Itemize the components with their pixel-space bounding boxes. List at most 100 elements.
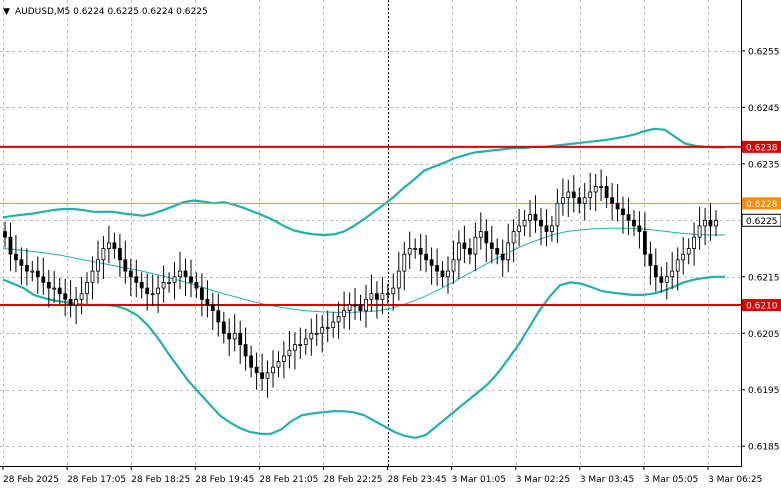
candle-body — [30, 270, 35, 273]
level-price-tag-0 — [742, 140, 781, 153]
candle-body — [517, 225, 521, 232]
candle-body — [210, 304, 215, 311]
candle-body — [19, 259, 24, 266]
candle-body — [52, 287, 57, 290]
candle-body — [555, 202, 560, 227]
candle-body — [653, 265, 658, 278]
candle-body — [593, 185, 598, 193]
price-scale[interactable]: 0.6238 0.6228 0.6210 0.6255 0.6245 0.6235 0.62… — [741, 47, 781, 453]
candle-body — [473, 236, 478, 255]
candle-body — [35, 270, 40, 278]
candle-body — [85, 281, 89, 295]
candle-body — [353, 304, 357, 307]
y-tick-label-0: 0.6255 — [748, 47, 780, 57]
candle-body — [314, 332, 319, 335]
candle-body — [79, 293, 84, 300]
candle-body — [232, 332, 237, 340]
candle-body — [74, 298, 78, 306]
candle-body — [260, 372, 265, 379]
x-tick-label-9: 3 Mar 03:45 — [580, 475, 634, 485]
candle-body — [435, 265, 440, 272]
candle-body — [643, 231, 647, 255]
candle-body — [243, 344, 248, 357]
y-tick-label-4: 0.6215 — [748, 273, 780, 283]
candle-body — [697, 225, 702, 238]
candle-body — [364, 298, 368, 312]
x-tick-label-0: 28 Feb 2025 — [3, 475, 59, 485]
time-scale[interactable]: 28 Feb 2025 28 Feb 17:05 28 Feb 18:25 28 Fe… — [2, 466, 762, 485]
y-tick-label-1: 0.6245 — [748, 104, 780, 114]
candle-body — [227, 332, 232, 340]
level-price-label-1: 0.6228 — [746, 200, 778, 210]
candle-body — [221, 321, 226, 334]
x-tick-label-2: 28 Feb 18:25 — [131, 475, 190, 485]
bollinger-middle-line — [2, 227, 725, 313]
candle-body — [418, 248, 423, 255]
candle-body — [615, 202, 620, 210]
candle-body — [659, 276, 664, 283]
candle-body — [13, 253, 18, 261]
candle-body — [380, 293, 385, 300]
candle-body — [599, 185, 603, 188]
candle-body — [8, 236, 13, 255]
candle-body — [670, 270, 675, 278]
level-price-label-0: 0.6238 — [746, 143, 778, 153]
candle-body — [90, 270, 95, 283]
candle-body — [112, 242, 117, 249]
y-tick-label-6: 0.6195 — [748, 386, 780, 396]
candle-body — [265, 372, 270, 379]
candle-body — [358, 304, 363, 311]
candle-body — [298, 344, 303, 347]
candle-body — [714, 219, 718, 227]
candle-body — [511, 231, 516, 244]
candle-body — [561, 197, 565, 204]
candle-body — [24, 265, 29, 272]
candle-body — [692, 236, 696, 249]
candle-body — [96, 259, 100, 272]
candle-body — [681, 253, 686, 261]
candle-body — [320, 327, 325, 334]
axes — [0, 0, 742, 467]
candle-body — [374, 293, 379, 300]
candle-body — [205, 298, 210, 306]
x-tick-label-1: 28 Feb 17:05 — [67, 475, 126, 485]
candle-body — [41, 276, 46, 283]
candle-body — [271, 366, 275, 374]
candle-body — [632, 219, 636, 227]
bollinger-bands — [2, 127, 725, 439]
chevron-down-icon[interactable]: ▼ — [3, 7, 10, 17]
candle-body — [424, 253, 429, 261]
candle-body — [309, 332, 314, 340]
candle-body — [107, 242, 111, 249]
candle-body — [189, 276, 193, 283]
candle-body — [588, 191, 593, 198]
candle-body — [161, 281, 166, 289]
candle-body — [604, 185, 609, 199]
candle-body — [396, 270, 401, 289]
x-tick-label-7: 3 Mar 01:05 — [452, 475, 506, 485]
candle-body — [675, 259, 680, 272]
grid — [0, 0, 741, 466]
candle-body — [539, 219, 543, 227]
candle-body — [446, 270, 450, 278]
candle-body — [621, 208, 625, 215]
candle-body — [139, 281, 144, 289]
candle-body — [544, 225, 549, 232]
candle-body — [194, 281, 199, 289]
candle-body — [303, 338, 308, 345]
level-price-tag-2 — [742, 299, 781, 312]
y-tick-label-2: 0.6235 — [748, 160, 780, 170]
candle-body — [664, 276, 669, 283]
candle-body — [249, 355, 254, 368]
candle-body — [478, 231, 483, 238]
x-tick-label-10: 3 Mar 05:05 — [644, 475, 698, 485]
level-price-label-2: 0.6210 — [746, 302, 778, 312]
candle-body — [500, 253, 505, 261]
y-tick-label-5: 0.6205 — [748, 330, 780, 340]
current-price-tag — [741, 213, 781, 227]
candle-body — [287, 349, 292, 357]
candle-body — [63, 293, 68, 300]
candle-body — [172, 276, 177, 283]
candle-body — [385, 293, 390, 296]
